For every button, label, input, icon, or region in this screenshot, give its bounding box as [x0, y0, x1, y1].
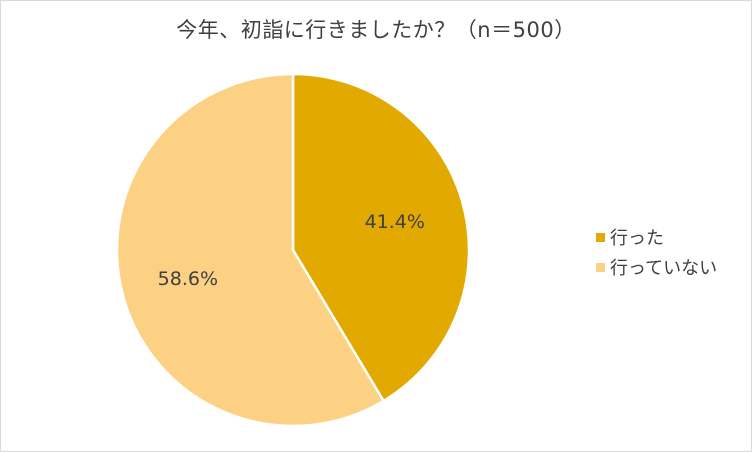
- legend-swatch-did-not-go: [596, 262, 605, 272]
- pie-label-went: 41.4%: [365, 211, 425, 233]
- pie-data-labels: 41.4% 58.6%: [158, 211, 425, 290]
- pie-slices: [115, 72, 471, 428]
- legend-item-did-not-go: 行っていない: [596, 252, 717, 282]
- legend-label-did-not-go: 行っていない: [610, 258, 718, 279]
- pie-label-did-not-go: 58.6%: [158, 268, 218, 290]
- legend-swatch-went: [596, 232, 605, 242]
- legend-label-went: 行った: [610, 228, 664, 249]
- pie-slice-went: [291, 72, 471, 403]
- chart-title: 今年、初詣に行きましたか？（n＝500）: [176, 18, 576, 42]
- legend: 行った 行っていない: [596, 222, 717, 282]
- pie-slice-did-not-go: [115, 72, 385, 428]
- legend-item-went: 行った: [596, 222, 717, 252]
